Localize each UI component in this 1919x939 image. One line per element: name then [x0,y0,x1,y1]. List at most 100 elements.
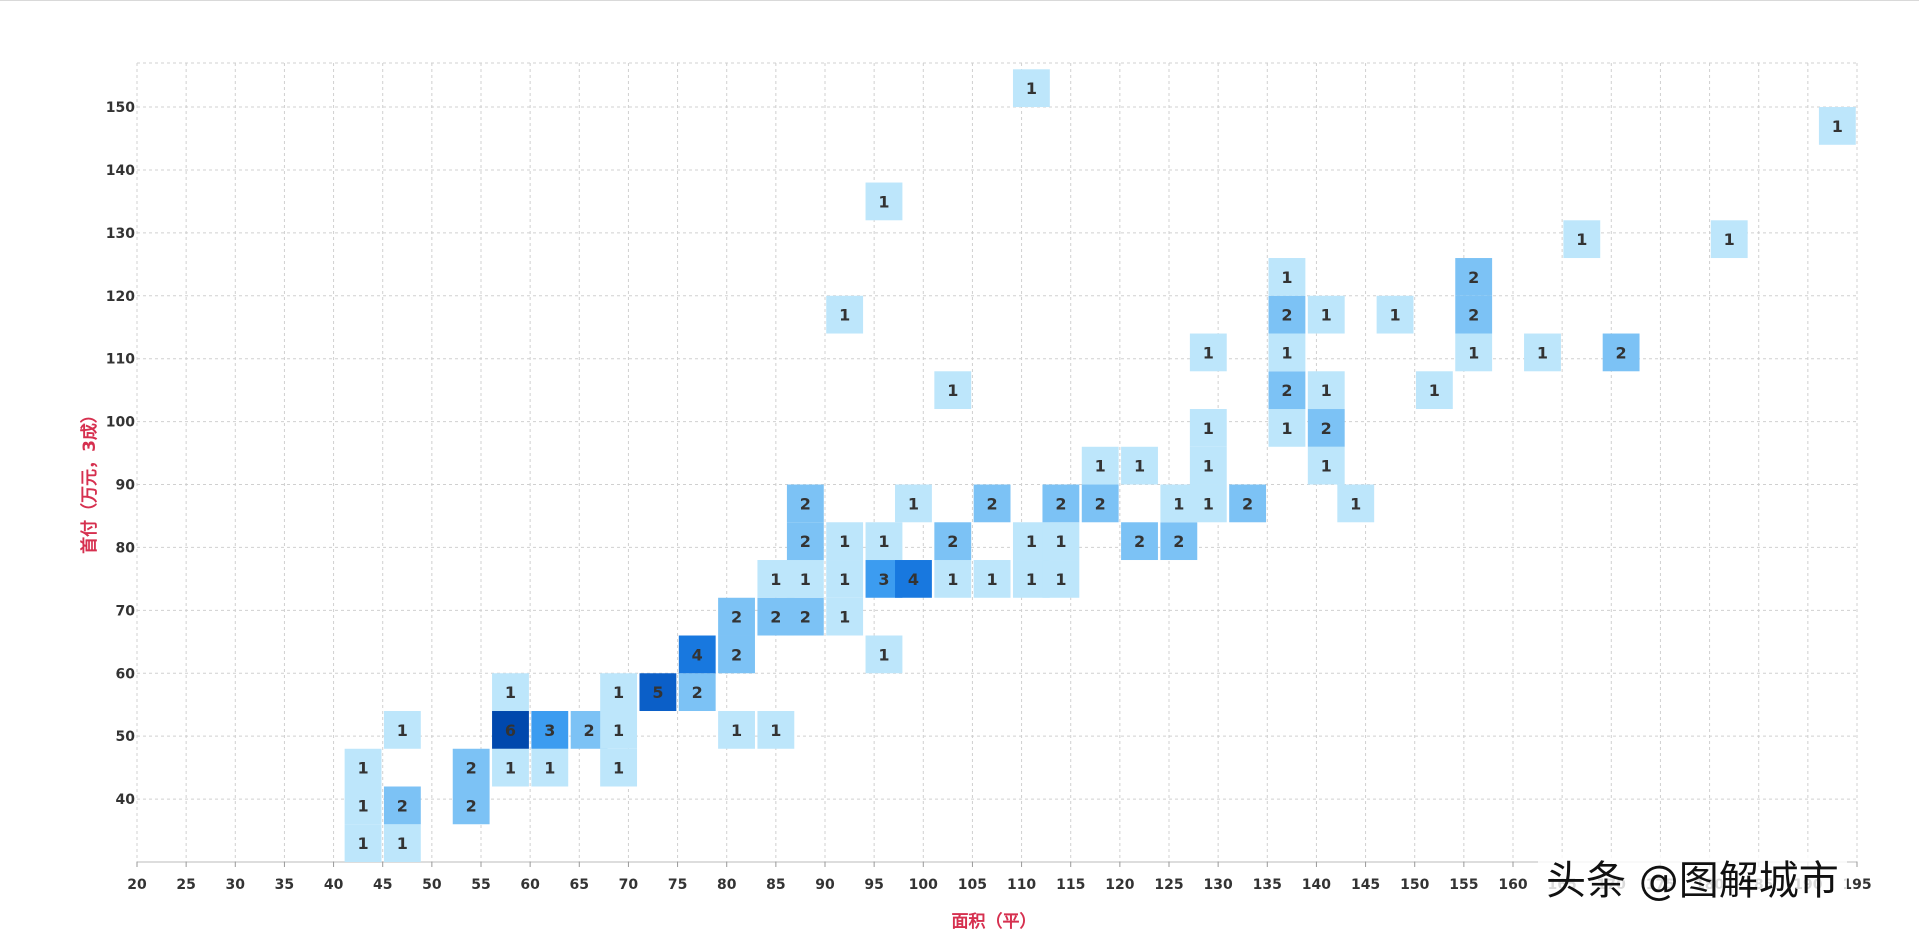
cell-count-label: 1 [839,306,850,325]
y-tick-label: 100 [106,415,135,431]
y-tick-label: 80 [116,540,136,556]
cell-count-label: 1 [1173,494,1184,513]
heatmap-cell [1189,333,1227,372]
cell-count-label: 1 [505,759,516,778]
cell-count-label: 2 [800,608,811,627]
cell-count-label: 2 [397,796,408,815]
heatmap-cell [1042,560,1080,598]
x-tick-label: 75 [668,877,687,893]
heatmap-cell [1376,295,1414,334]
cell-count-label: 1 [878,192,889,211]
heatmap-cell [934,560,972,598]
x-tick-label: 90 [815,877,835,893]
cell-count-label: 2 [1321,419,1332,438]
heatmap-cell [1189,409,1227,447]
x-tick-label: 135 [1253,877,1282,893]
cell-count-label: 2 [692,683,703,702]
cell-count-label: 4 [692,645,703,664]
x-tick-label: 145 [1351,877,1380,893]
cell-count-label: 4 [908,570,919,589]
x-axis-title: 面积（平） [952,911,1037,932]
cell-count-label: 2 [1173,532,1184,551]
x-tick-label: 65 [570,877,589,893]
heatmap-cell [600,748,638,787]
y-tick-label: 50 [116,729,136,745]
cell-count-label: 2 [1242,494,1253,513]
cell-count-label: 1 [987,570,998,589]
cell-count-label: 2 [731,645,742,664]
cell-count-label: 2 [731,608,742,627]
cell-count-label: 1 [1321,381,1332,400]
x-tick-label: 115 [1056,877,1085,893]
heatmap-cell [1455,258,1493,296]
heatmap-cell [934,371,972,410]
cell-count-label: 1 [613,721,624,740]
y-tick-label: 120 [106,289,135,305]
heatmap-cell [1337,484,1375,523]
heatmap-cell [1818,107,1856,145]
x-tick-label: 105 [958,877,987,893]
cell-count-label: 1 [357,834,368,853]
cell-count-label: 1 [800,570,811,589]
heatmap-cell [1081,484,1119,523]
cell-count-label: 1 [770,570,781,589]
heatmap-cell [1189,446,1227,485]
heatmap-cell [1081,446,1119,485]
heatmap-cell [1268,295,1306,334]
heatmap-cell [1455,295,1493,334]
cell-count-label: 2 [1281,306,1292,325]
cell-count-label: 1 [1350,494,1361,513]
cell-count-label: 1 [1537,343,1548,362]
cell-count-label: 1 [1281,268,1292,287]
cell-count-label: 1 [1576,230,1587,249]
heatmap-cell [492,748,529,787]
cell-count-label: 1 [1055,570,1066,589]
heatmap-cell [1602,333,1640,372]
heatmap-cell [973,560,1011,598]
heatmap-cell [600,673,638,712]
y-axis-title: 首付（万元，3成） [79,406,100,554]
y-tick-label: 140 [106,163,135,179]
heatmap-cell [344,748,382,787]
heatmap-cell [1189,484,1227,523]
heatmap-cell [344,786,382,825]
heatmap-cell [826,560,864,598]
cell-count-label: 1 [397,834,408,853]
cell-count-label: 2 [584,721,595,740]
cell-count-label: 1 [1026,570,1037,589]
heatmap-cell [1455,333,1493,372]
heatmap-cell [786,484,824,523]
x-tick-label: 160 [1498,877,1527,893]
cell-count-label: 2 [987,494,998,513]
heatmap-cell [826,522,864,561]
x-tick-label: 110 [1007,877,1036,893]
heatmap-cell [678,635,716,674]
cell-count-label: 1 [839,570,850,589]
cell-count-label: 1 [770,721,781,740]
heatmap-cell [865,522,903,561]
cell-count-label: 2 [800,494,811,513]
cell-count-label: 2 [466,759,477,778]
heatmap-cell [1307,409,1345,447]
cell-count-label: 1 [1203,457,1214,476]
heatmap-cell [718,635,755,674]
heatmap-cell [718,711,755,749]
cell-count-label: 2 [1281,381,1292,400]
heatmap-cell [1012,69,1050,108]
heatmap-cell [826,295,864,334]
heatmap-cell [452,786,490,825]
cell-count-label: 1 [947,570,958,589]
x-tick-label: 125 [1154,877,1183,893]
x-tick-label: 80 [717,877,737,893]
cell-count-label: 1 [505,683,516,702]
cell-count-label: 1 [1281,419,1292,438]
x-tick-label: 100 [909,877,938,893]
cell-count-label: 2 [1095,494,1106,513]
heatmap-cell [383,711,421,749]
y-tick-label: 150 [106,100,135,116]
heatmap-cell [895,484,932,523]
cell-count-label: 1 [1321,306,1332,325]
cell-count-label: 1 [1281,343,1292,362]
heatmap-cell [1307,295,1345,334]
cell-count-label: 1 [839,532,850,551]
